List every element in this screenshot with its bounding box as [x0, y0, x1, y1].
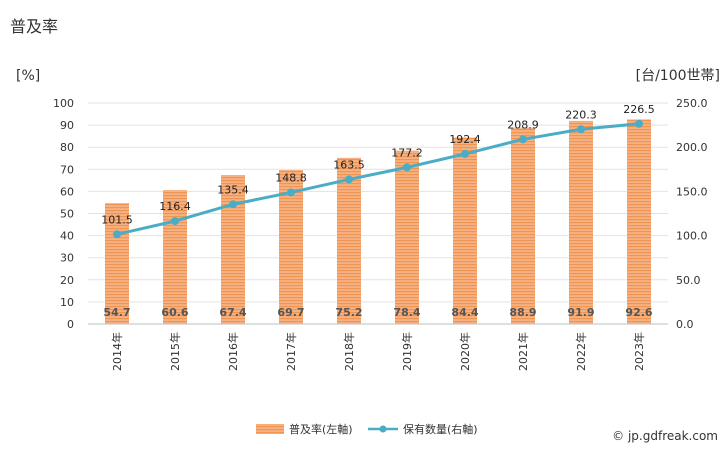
bar — [337, 157, 361, 324]
x-tick-label: 2015年 — [168, 332, 182, 371]
line-label: 101.5 — [101, 213, 133, 226]
left-tick-label: 70 — [60, 163, 74, 176]
bar-label: 78.4 — [393, 306, 420, 319]
legend-bar-swatch — [256, 424, 284, 434]
bar-series — [105, 119, 651, 324]
right-tick-label: 0.0 — [676, 318, 694, 331]
bar-label: 60.6 — [161, 306, 188, 319]
right-tick-label: 250.0 — [676, 97, 708, 110]
line-point — [287, 188, 295, 197]
line-value-labels: 101.5 116.4 135.4 148.8 163.5 177.2 192.4 208.9… — [101, 103, 655, 227]
line-label: 116.4 — [159, 200, 191, 213]
legend-line-marker — [379, 425, 387, 433]
bar — [511, 127, 535, 324]
bar — [627, 119, 651, 324]
bar-label: 54.7 — [103, 306, 130, 319]
line-point — [577, 125, 585, 134]
bar-label: 75.2 — [335, 306, 362, 319]
x-tick-label: 2018年 — [342, 332, 356, 371]
series-line — [116, 122, 640, 236]
x-tick-label: 2021年 — [516, 332, 530, 371]
line-label: 226.5 — [623, 103, 655, 116]
x-tick-label: 2017年 — [284, 332, 298, 371]
line-label: 135.4 — [217, 183, 249, 196]
legend: 普及率(左軸) 保有数量(右軸) — [256, 422, 478, 436]
right-axis-ticks: 0.0 50.0 100.0 150.0 200.0 250.0 — [676, 97, 708, 331]
left-tick-label: 90 — [60, 119, 74, 132]
x-tick-label: 2019年 — [400, 332, 414, 371]
x-tick-label: 2014年 — [110, 332, 124, 371]
x-tick-label: 2016年 — [226, 332, 240, 371]
bar-label: 84.4 — [451, 306, 478, 319]
left-axis-ticks: 0 10 20 30 40 50 60 70 80 90 100 — [53, 97, 74, 331]
line-point — [519, 135, 527, 144]
chart-title: 普及率 — [10, 17, 58, 36]
right-tick-label: 150.0 — [676, 185, 708, 198]
source-credit: © jp.gdfreak.com — [612, 429, 718, 443]
bar — [569, 120, 593, 324]
left-tick-label: 80 — [60, 141, 74, 154]
bar — [453, 137, 477, 324]
right-tick-label: 100.0 — [676, 230, 708, 243]
bar-label: 69.7 — [277, 306, 304, 319]
line-series — [113, 119, 643, 239]
bar-value-labels: 54.7 60.6 67.4 69.7 75.2 78.4 84.4 88.9 91.9 92.6 — [103, 306, 652, 319]
line-point — [635, 119, 643, 128]
left-tick-label: 30 — [60, 252, 74, 265]
line-point — [113, 230, 121, 239]
bar — [221, 175, 245, 324]
right-tick-label: 50.0 — [676, 274, 701, 287]
line-point — [229, 200, 237, 209]
line-label: 208.9 — [507, 118, 539, 131]
line-point — [403, 163, 411, 172]
x-tick-label: 2023年 — [632, 332, 646, 371]
bar-label: 92.6 — [625, 306, 652, 319]
left-tick-label: 100 — [53, 97, 74, 110]
line-label: 177.2 — [391, 146, 423, 159]
bar-label: 91.9 — [567, 306, 594, 319]
x-tick-label: 2022年 — [574, 332, 588, 371]
left-tick-label: 40 — [60, 230, 74, 243]
line-point — [345, 175, 353, 184]
legend-line-label: 保有数量(右軸) — [403, 422, 478, 436]
left-tick-label: 0 — [67, 318, 74, 331]
bar — [163, 190, 187, 324]
bar — [395, 150, 419, 324]
left-tick-label: 20 — [60, 274, 74, 287]
x-axis-ticks: 2014年 2015年 2016年 2017年 2018年 2019年 2020年 2021年… — [110, 332, 646, 371]
x-tick-label: 2020年 — [458, 332, 472, 371]
right-tick-label: 200.0 — [676, 141, 708, 154]
left-tick-label: 60 — [60, 185, 74, 198]
left-tick-label: 50 — [60, 208, 74, 221]
line-label: 220.3 — [565, 108, 597, 121]
line-point — [171, 217, 179, 226]
right-axis-unit: [台/100世帯] — [636, 68, 720, 84]
left-tick-label: 10 — [60, 296, 74, 309]
line-label: 148.8 — [275, 171, 307, 184]
line-point — [461, 149, 469, 158]
bar-label: 88.9 — [509, 306, 536, 319]
line-label: 163.5 — [333, 158, 365, 171]
left-axis-unit: [%] — [16, 68, 40, 84]
line-label: 192.4 — [449, 133, 481, 146]
bar-label: 67.4 — [219, 306, 246, 319]
bar — [105, 203, 129, 324]
legend-bar-label: 普及率(左軸) — [289, 422, 353, 436]
